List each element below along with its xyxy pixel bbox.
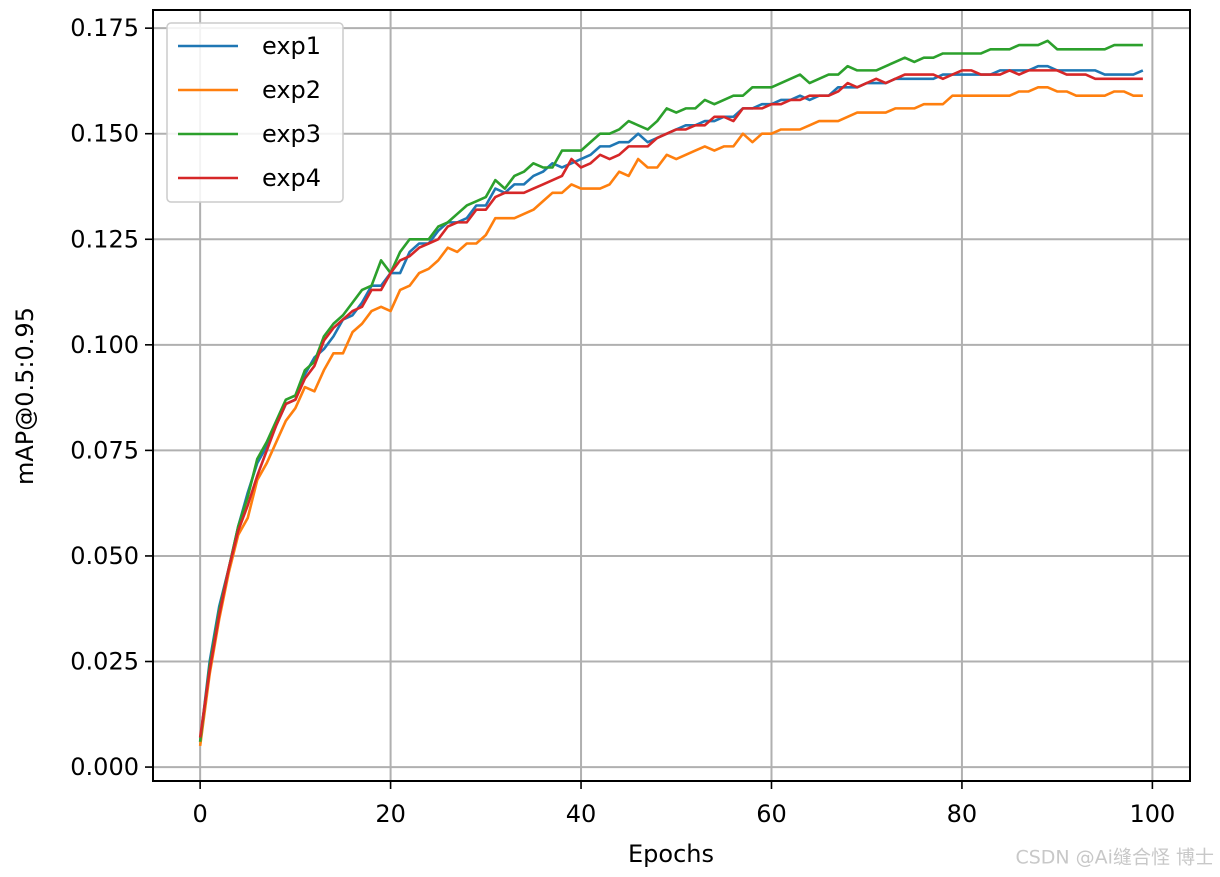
x-axis-label: Epochs [628,840,714,868]
y-tick-label: 0.125 [70,225,139,253]
y-tick-label: 0.000 [70,753,139,781]
x-tick-label: 100 [1129,800,1175,828]
x-tick-label: 20 [375,800,406,828]
line-series [198,85,1143,747]
y-tick-label: 0.075 [70,436,139,464]
plot-frame [152,9,1191,782]
line-series [198,39,1143,742]
y-axis-label: mAP@0.5:0.95 [11,307,39,485]
y-tick-label: 0.100 [70,331,139,359]
y-tick-label: 0.150 [70,120,139,148]
y-tick-label: 0.175 [70,14,139,42]
y-tick-label: 0.025 [70,648,139,676]
x-tick-label: 0 [192,800,207,828]
y-tick-label: 0.050 [70,542,139,570]
legend-box [166,22,344,203]
x-tick-label: 60 [756,800,787,828]
x-tick-label: 80 [947,800,978,828]
watermark: CSDN @Ai缝合怪 博士 [1015,847,1214,869]
legend-label: exp1 [262,32,321,60]
x-tick-label: 40 [566,800,597,828]
legend-label: exp2 [262,76,321,104]
legend-label: exp3 [262,120,321,148]
line-series [198,69,1143,738]
legend-label: exp4 [262,164,321,192]
